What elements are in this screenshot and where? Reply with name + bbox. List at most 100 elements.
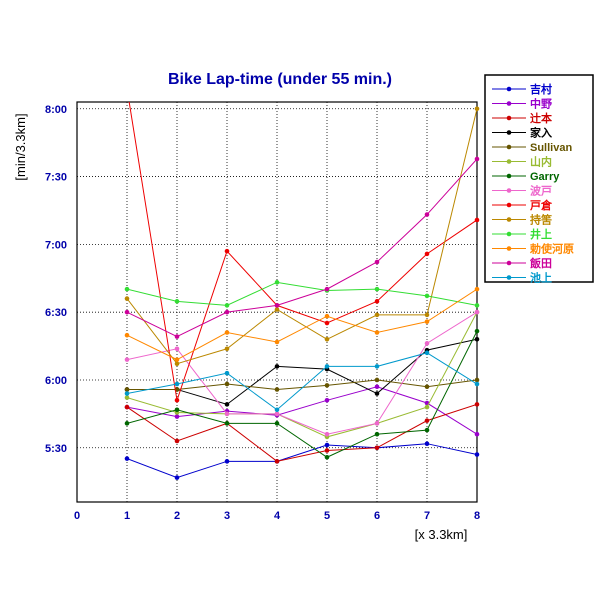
series-12: [124, 156, 480, 339]
series-4: [124, 377, 480, 392]
data-point: [124, 391, 130, 396]
axis-ticks: 0 1 2 3 4 5 6 7 8 5:30 6:00 6:30 7:00 7:30 8:00: [45, 104, 480, 522]
legend-marker: [506, 115, 512, 121]
legend-box: [484, 74, 594, 283]
data-point: [324, 383, 330, 388]
legend-marker: [506, 202, 512, 208]
series-9: [124, 106, 480, 366]
data-point: [474, 303, 480, 308]
data-point: [474, 336, 480, 342]
data-point: [274, 407, 280, 413]
data-point: [174, 475, 180, 480]
legend-item: 中野: [492, 97, 552, 111]
legend-label: 波戸: [530, 184, 552, 198]
data-point: [374, 445, 380, 451]
data-point: [424, 350, 430, 356]
data-point: [224, 402, 230, 407]
legend-item: Garry: [492, 171, 560, 183]
legend-item: 勅使河原: [492, 242, 574, 256]
data-point: [174, 334, 180, 339]
legend-label: 中野: [530, 97, 552, 111]
legend-item: 家入: [492, 126, 552, 140]
data-point: [174, 361, 180, 366]
legend-marker: [506, 217, 512, 222]
data-point: [174, 438, 180, 444]
series-line: [128, 102, 477, 401]
data-point: [474, 377, 480, 383]
legend-marker: [506, 275, 512, 280]
legend-marker: [506, 130, 512, 135]
data-point: [174, 346, 180, 352]
data-point: [474, 431, 480, 437]
data-point: [474, 106, 480, 112]
legend-item: 持筈: [492, 213, 552, 227]
data-point: [174, 407, 180, 413]
legend-marker: [506, 260, 512, 266]
data-point: [374, 364, 380, 369]
legend-marker: [506, 173, 512, 179]
data-point: [124, 309, 130, 315]
data-point: [474, 402, 480, 407]
data-point: [374, 391, 380, 396]
data-point: [324, 442, 330, 448]
data-point: [274, 387, 280, 392]
data-point: [374, 259, 380, 265]
data-point: [274, 459, 280, 464]
legend-marker: [506, 188, 512, 193]
legend-label: 飯田: [529, 256, 552, 270]
data-point: [324, 448, 330, 453]
legend-label: Garry: [530, 171, 560, 183]
data-point: [424, 293, 430, 299]
legend-item: 辻本: [492, 111, 552, 125]
data-point: [424, 312, 430, 318]
data-point: [274, 307, 280, 312]
data-point: [224, 309, 230, 315]
legend-label: 家入: [530, 126, 552, 140]
data-point: [124, 387, 130, 392]
data-point: [424, 341, 430, 346]
data-point: [274, 339, 280, 345]
data-point: [474, 381, 480, 387]
data-point: [474, 286, 480, 292]
y-tick-label: 6:00: [45, 375, 67, 387]
x-tick-label: 1: [124, 510, 130, 522]
series-layer: [124, 102, 480, 480]
data-point: [274, 364, 280, 369]
data-point: [374, 299, 380, 304]
data-point: [174, 357, 180, 362]
data-point: [274, 411, 280, 417]
data-point: [174, 414, 180, 419]
data-point: [224, 381, 230, 387]
data-point: [424, 441, 430, 446]
data-point: [424, 319, 430, 324]
series-line: [126, 108, 477, 365]
data-point: [124, 332, 130, 338]
legend-label: 池上: [530, 271, 552, 285]
data-point: [324, 398, 330, 403]
series-6: [124, 328, 480, 460]
x-axis-label: [x 3.3km]: [415, 527, 468, 542]
data-point: [124, 421, 130, 426]
series-line: [126, 288, 477, 361]
legend-marker: [506, 101, 512, 106]
legend-label: 勅使河原: [529, 242, 574, 256]
legend-marker: [506, 159, 512, 164]
legend-item: Sullivan: [492, 142, 572, 154]
data-point: [224, 370, 230, 376]
data-point: [274, 421, 280, 426]
data-point: [474, 309, 480, 315]
data-point: [274, 303, 280, 308]
data-point: [274, 280, 280, 285]
series-line: [126, 386, 477, 435]
legend-item: 山内: [492, 155, 552, 169]
legend-label: Sullivan: [530, 142, 572, 154]
data-point: [174, 299, 180, 304]
data-point: [174, 398, 180, 403]
data-point: [124, 456, 130, 461]
series-line: [127, 379, 477, 390]
data-point: [124, 404, 130, 410]
data-point: [424, 384, 430, 390]
data-point: [474, 156, 480, 162]
